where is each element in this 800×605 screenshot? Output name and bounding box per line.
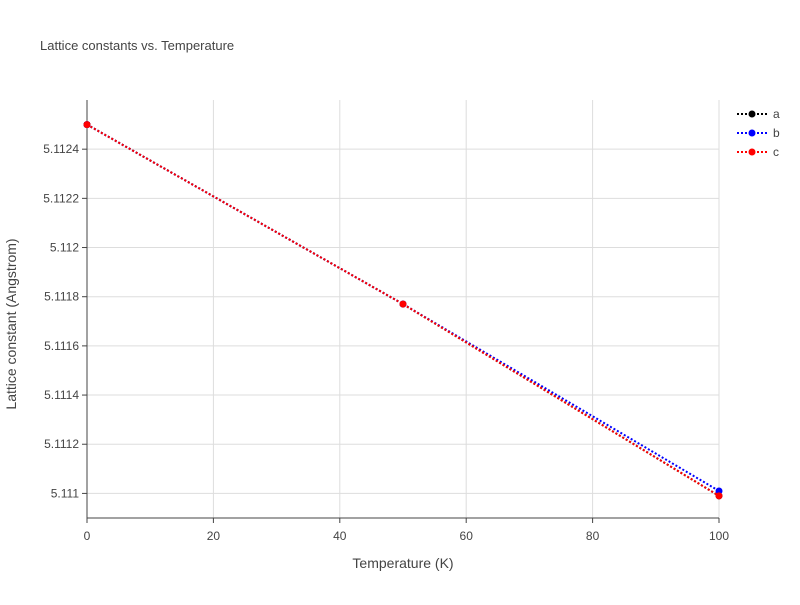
y-tick-label: 5.1122	[43, 191, 79, 205]
y-tick-label: 5.111	[51, 486, 80, 500]
y-tick-label: 5.112	[50, 241, 79, 255]
legend-marker	[748, 110, 756, 118]
legend-label: c	[773, 145, 779, 159]
chart-title: Lattice constants vs. Temperature	[40, 38, 234, 53]
y-tick-label: 5.1118	[44, 290, 79, 304]
x-tick-label: 0	[84, 529, 91, 543]
legend-marker	[748, 148, 756, 156]
x-axis-title: Temperature (K)	[352, 555, 453, 571]
x-tick-label: 20	[207, 529, 221, 543]
y-tick-label: 5.1124	[43, 142, 79, 156]
x-tick-label: 100	[709, 529, 729, 543]
point	[715, 492, 723, 500]
series-line	[86, 123, 720, 497]
series-line	[86, 123, 720, 497]
y-axis-title: Lattice constant (Angstrom)	[3, 238, 19, 409]
x-tick-label: 40	[333, 529, 347, 543]
x-tick-label: 80	[586, 529, 600, 543]
point	[399, 300, 407, 308]
point	[83, 121, 91, 129]
point	[715, 487, 723, 495]
legend-label: a	[773, 107, 780, 121]
legend-marker	[748, 129, 756, 137]
y-tick-label: 5.1116	[44, 339, 79, 353]
y-tick-label: 5.1114	[44, 388, 79, 402]
y-tick-label: 5.1112	[44, 437, 79, 451]
legend-label: b	[773, 126, 780, 140]
x-tick-label: 60	[460, 529, 474, 543]
